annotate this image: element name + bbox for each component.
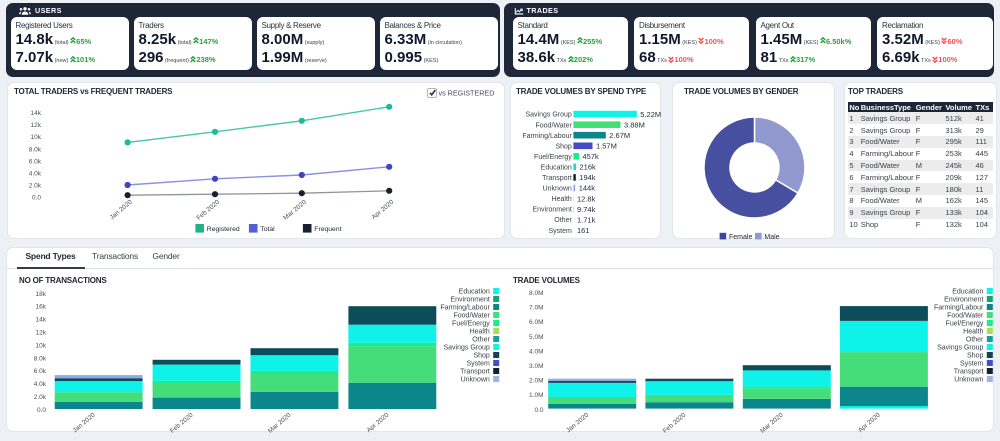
svg-text:Other: Other: [472, 337, 490, 344]
svg-text:Environment: Environment: [451, 297, 490, 304]
svg-text:Health: Health: [963, 329, 983, 336]
svg-text:144k: 144k: [579, 184, 596, 193]
svg-text:Unknown: Unknown: [543, 186, 572, 193]
svg-text:System: System: [548, 228, 572, 235]
svg-text:Farming/Labour: Farming/Labour: [934, 305, 984, 312]
svg-text:216k: 216k: [580, 163, 597, 172]
svg-text:Transport: Transport: [954, 369, 984, 376]
svg-text:Mar 2020: Mar 2020: [759, 412, 785, 433]
svg-text:0.0: 0.0: [534, 407, 543, 414]
svg-text:Fuel/Energy: Fuel/Energy: [946, 321, 984, 328]
svg-text:Total: Total: [260, 226, 275, 233]
svg-text:12.8k: 12.8k: [577, 194, 596, 203]
svg-text:6.0k: 6.0k: [29, 158, 42, 165]
svg-text:Mar 2020: Mar 2020: [267, 412, 293, 433]
svg-text:Food/Water: Food/Water: [947, 313, 984, 320]
svg-text:Environment: Environment: [944, 297, 983, 304]
svg-text:1.71k: 1.71k: [577, 215, 596, 224]
svg-text:Other: Other: [554, 217, 572, 224]
svg-text:3.0M: 3.0M: [529, 363, 543, 370]
svg-text:Unknown: Unknown: [954, 377, 983, 384]
svg-text:Health: Health: [552, 196, 572, 203]
svg-text:Male: Male: [764, 234, 779, 240]
svg-text:Fuel/Energy: Fuel/Energy: [534, 154, 572, 161]
svg-text:16k: 16k: [36, 304, 47, 311]
svg-text:Feb 2020: Feb 2020: [196, 199, 222, 222]
svg-text:Education: Education: [952, 289, 983, 296]
svg-text:Shop: Shop: [555, 143, 571, 150]
svg-text:161: 161: [577, 226, 590, 235]
svg-text:Farming/Labour: Farming/Labour: [522, 133, 572, 140]
svg-text:14k: 14k: [36, 317, 47, 324]
svg-text:10k: 10k: [31, 134, 42, 141]
svg-text:Frequent: Frequent: [314, 226, 341, 233]
svg-text:18k: 18k: [36, 291, 47, 298]
svg-text:Feb 2020: Feb 2020: [662, 412, 688, 433]
svg-text:Shop: Shop: [967, 353, 983, 360]
svg-text:12k: 12k: [36, 330, 47, 337]
svg-text:2.0M: 2.0M: [529, 378, 543, 385]
svg-text:4.0M: 4.0M: [529, 348, 543, 355]
svg-text:Unknown: Unknown: [461, 377, 490, 384]
svg-text:10k: 10k: [36, 342, 47, 349]
svg-text:8.0k: 8.0k: [34, 355, 47, 362]
svg-text:12k: 12k: [31, 122, 42, 129]
svg-text:Feb 2020: Feb 2020: [169, 412, 195, 433]
svg-text:8.0M: 8.0M: [529, 290, 543, 297]
svg-text:Farming/Labour: Farming/Labour: [440, 305, 490, 312]
svg-text:Shop: Shop: [473, 353, 489, 360]
svg-text:Apr 2020: Apr 2020: [857, 412, 882, 433]
svg-text:Mar 2020: Mar 2020: [282, 199, 308, 222]
svg-text:2.0k: 2.0k: [34, 394, 47, 401]
svg-text:3.88M: 3.88M: [624, 120, 645, 129]
svg-text:Health: Health: [470, 329, 490, 336]
svg-text:Education: Education: [541, 165, 572, 172]
svg-text:5.22M: 5.22M: [640, 110, 661, 119]
svg-text:1.0M: 1.0M: [529, 392, 543, 399]
svg-text:Registered: Registered: [207, 226, 240, 233]
svg-text:7.0M: 7.0M: [529, 305, 543, 312]
svg-text:9.74k: 9.74k: [577, 205, 596, 214]
svg-text:Environment: Environment: [533, 207, 572, 214]
svg-text:Savings Group: Savings Group: [525, 112, 571, 119]
svg-text:5.0M: 5.0M: [529, 334, 543, 341]
svg-text:Apr 2020: Apr 2020: [366, 412, 391, 433]
svg-text:Food/Water: Food/Water: [535, 122, 572, 129]
svg-text:Savings Group: Savings Group: [443, 345, 489, 352]
svg-text:System: System: [466, 361, 490, 368]
svg-text:Other: Other: [966, 337, 984, 344]
svg-text:1.57M: 1.57M: [596, 142, 617, 151]
svg-text:6.0M: 6.0M: [529, 319, 543, 326]
svg-text:Fuel/Energy: Fuel/Energy: [452, 321, 490, 328]
svg-text:Jan 2020: Jan 2020: [565, 412, 590, 433]
svg-text:Transport: Transport: [460, 369, 490, 376]
svg-text:2.0k: 2.0k: [29, 182, 42, 189]
svg-text:System: System: [960, 361, 984, 368]
svg-text:457k: 457k: [583, 152, 600, 161]
svg-text:0.0: 0.0: [37, 407, 46, 414]
svg-text:14k: 14k: [31, 110, 42, 117]
svg-text:Jan 2020: Jan 2020: [72, 412, 97, 433]
svg-text:6.0k: 6.0k: [34, 368, 47, 375]
svg-text:4.0k: 4.0k: [34, 381, 47, 388]
svg-text:Apr 2020: Apr 2020: [371, 199, 396, 222]
svg-text:4.0k: 4.0k: [29, 170, 42, 177]
svg-text:Female: Female: [729, 234, 752, 240]
svg-text:0.0: 0.0: [32, 195, 41, 202]
svg-text:Jan 2020: Jan 2020: [109, 199, 134, 222]
svg-text:2.67M: 2.67M: [609, 131, 630, 140]
svg-text:194k: 194k: [579, 173, 596, 182]
svg-text:Food/Water: Food/Water: [453, 313, 490, 320]
svg-text:Education: Education: [459, 289, 490, 296]
svg-text:Savings Group: Savings Group: [937, 345, 983, 352]
svg-text:8.0k: 8.0k: [29, 146, 42, 153]
svg-text:Transport: Transport: [542, 175, 572, 182]
